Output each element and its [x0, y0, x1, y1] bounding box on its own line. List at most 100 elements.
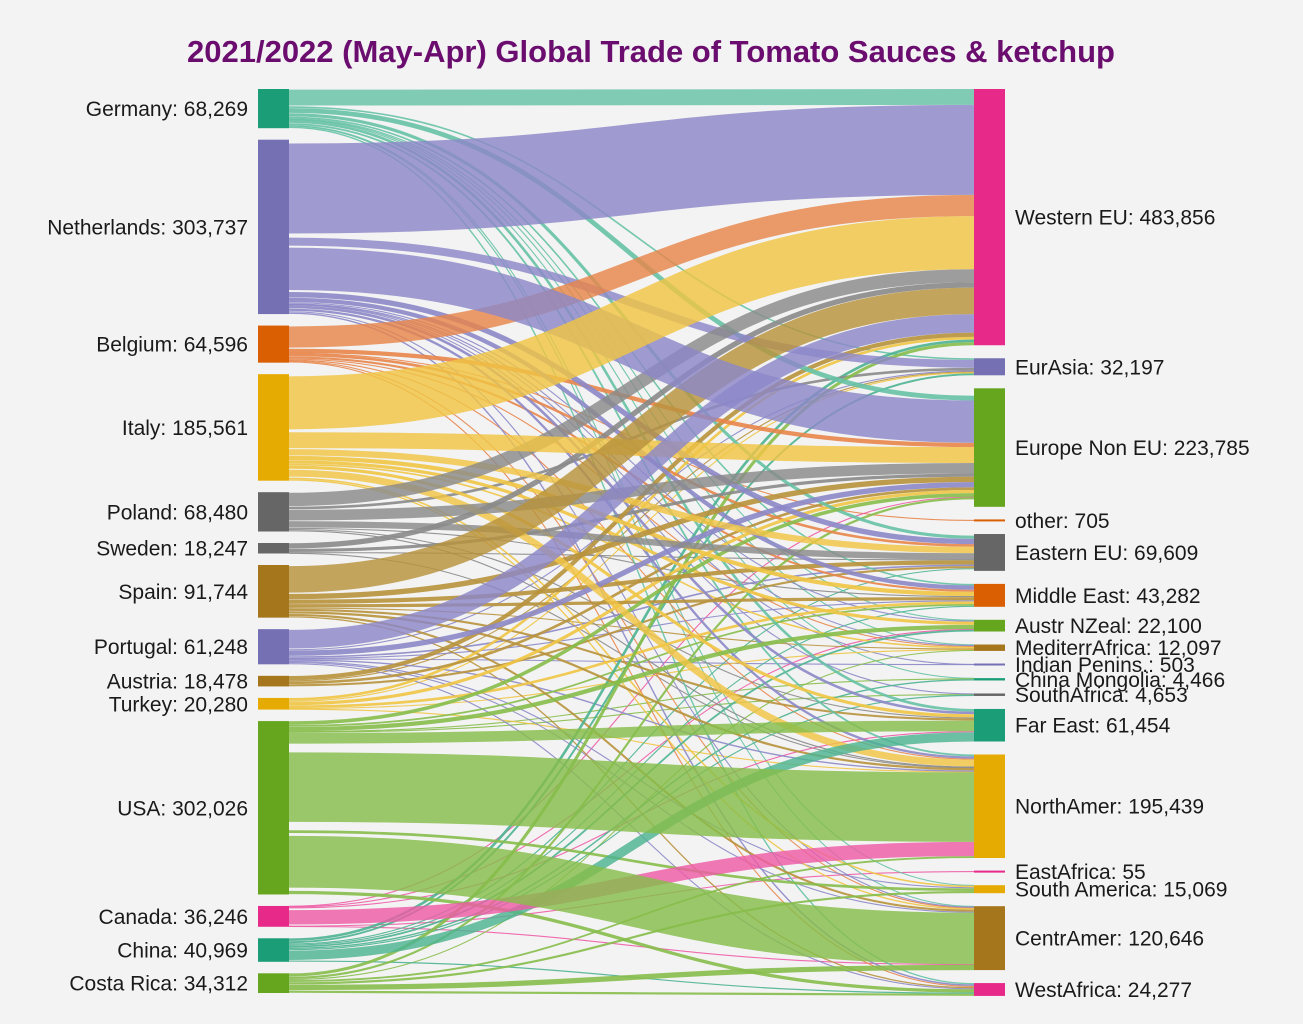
target-label-indian-penins: Indian Penins.: 503	[1015, 654, 1195, 677]
flow-belgium-to-europe-non-eu	[288, 348, 975, 448]
target-label-austr-nzeal: Austr NZeal: 22,100	[1015, 615, 1202, 638]
flow-usa-to-austr-nzeal	[288, 624, 975, 732]
source-label-usa: USA: 302,026	[117, 797, 248, 820]
flow-italy-to-mediterrafrica	[288, 463, 975, 649]
flow-usa-to-china-mongolia	[288, 678, 975, 733]
source-node-italy	[258, 374, 289, 481]
target-label-eurasia: EurAsia: 32,197	[1015, 356, 1164, 379]
flow-portugal-to-western-eu	[288, 314, 975, 649]
target-node-eastern-eu	[974, 534, 1005, 571]
flow-spain-to-western-eu	[288, 287, 975, 593]
flow-poland-to-eastern-eu	[288, 521, 975, 560]
target-node-indian-penins	[974, 663, 1005, 666]
target-label-westafrica: WestAfrica: 24,277	[1015, 979, 1192, 1002]
target-node-southafrica	[974, 693, 1005, 696]
flow-turkey-to-northamer	[288, 708, 975, 773]
target-label-eastern-eu: Eastern EU: 69,609	[1015, 542, 1198, 565]
flow-usa-to-far-east	[288, 720, 975, 744]
target-label-middle-east: Middle East: 43,282	[1015, 585, 1201, 608]
target-label-southafrica: SouthAfrica: 4,653	[1015, 684, 1188, 707]
target-node-westafrica	[974, 983, 1005, 996]
source-label-italy: Italy: 185,561	[122, 417, 248, 440]
target-node-northamer	[974, 754, 1005, 858]
source-node-china	[258, 938, 289, 962]
source-node-poland	[258, 492, 289, 532]
source-node-netherlands	[258, 139, 289, 315]
flow-costa-rica-to-westafrica	[288, 990, 975, 996]
source-node-turkey	[258, 697, 289, 710]
node-labels: Germany: 68,269 Netherlands: 303,737 Belgi…	[47, 98, 1249, 1002]
flow-poland-to-western-eu	[288, 269, 975, 506]
flow-netherlands-to-western-eu	[288, 104, 975, 234]
source-label-costa-rica: Costa Rica: 34,312	[69, 973, 248, 996]
target-node-far-east	[974, 708, 1005, 742]
target-label-china-mongolia: China Mongolia: 4,466	[1015, 669, 1225, 692]
flow-austria-to-europe-non-eu	[288, 487, 975, 685]
target-label-other: other: 705	[1015, 510, 1110, 533]
flow-italy-to-western-eu	[288, 216, 975, 430]
target-node-centramer	[974, 906, 1005, 971]
flow-portugal-to-middle-east	[288, 600, 975, 659]
flow-turkey-to-middle-east	[288, 601, 975, 709]
source-label-germany: Germany: 68,269	[86, 98, 248, 121]
flow-costa-rica-to-centramer	[288, 964, 975, 991]
flow-turkey-to-europe-non-eu	[288, 489, 975, 706]
flow-usa-to-south-america	[288, 830, 975, 891]
target-node-china-mongolia	[974, 678, 1005, 681]
flow-germany-to-europe-non-eu	[288, 108, 975, 401]
flow-usa-to-southafrica	[288, 693, 975, 733]
source-node-portugal	[258, 629, 289, 665]
target-node-europe-non-eu	[974, 388, 1005, 507]
flow-germany-to-western-eu	[288, 88, 975, 106]
target-node-eurasia	[974, 358, 1005, 376]
flow-spain-to-mediterrafrica	[288, 607, 975, 650]
target-node-western-eu	[974, 89, 1005, 346]
flow-usa-to-europe-non-eu	[288, 493, 975, 725]
flow-usa-to-westafrica	[288, 890, 975, 993]
flow-portugal-to-europe-non-eu	[288, 482, 975, 656]
flow-usa-to-centramer	[288, 835, 975, 965]
target-label-mediterrafrica: MediterrAfrica: 12,097	[1015, 637, 1222, 660]
source-node-spain	[258, 564, 289, 618]
flow-italy-to-centramer	[288, 479, 975, 910]
source-label-poland: Poland: 68,480	[107, 501, 248, 524]
source-label-turkey: Turkey: 20,280	[109, 693, 248, 716]
target-label-south-america: South America: 15,069	[1015, 879, 1227, 902]
source-node-usa	[258, 721, 289, 895]
source-label-sweden: Sweden: 18,247	[96, 538, 248, 561]
source-label-portugal: Portugal: 61,248	[94, 636, 248, 659]
source-label-belgium: Belgium: 64,596	[96, 334, 248, 357]
target-node-middle-east	[974, 583, 1005, 607]
source-label-netherlands: Netherlands: 303,737	[47, 216, 248, 239]
flow-italy-to-middle-east	[288, 455, 975, 597]
target-label-far-east: Far East: 61,454	[1015, 715, 1171, 738]
target-label-europe-non-eu: Europe Non EU: 223,785	[1015, 437, 1250, 460]
flow-china-to-eastern-eu	[288, 568, 975, 945]
target-node-eastafrica	[974, 870, 1005, 873]
target-node-austr-nzeal	[974, 619, 1005, 632]
target-node-mediterrafrica	[974, 644, 1005, 651]
target-label-centramer: CentrAmer: 120,646	[1015, 928, 1204, 951]
target-node-other	[974, 519, 1005, 522]
source-node-belgium	[258, 325, 289, 363]
flow-spain-to-eastern-eu	[288, 560, 975, 604]
flow-netherlands-to-eastern-eu	[288, 292, 975, 545]
chart-title: 2021/2022 (May-Apr) Global Trade of Toma…	[187, 34, 1115, 69]
target-label-northamer: NorthAmer: 195,439	[1015, 796, 1204, 819]
flow-poland-to-far-east	[288, 528, 975, 719]
flow-links	[288, 88, 975, 996]
flow-belgium-to-western-eu	[288, 194, 975, 348]
flow-italy-to-south-america	[288, 477, 975, 888]
target-label-western-eu: Western EU: 483,856	[1015, 207, 1215, 230]
flow-china-to-far-east	[288, 732, 975, 960]
source-node-austria	[258, 675, 289, 687]
source-label-spain: Spain: 91,744	[118, 581, 248, 604]
source-label-canada: Canada: 36,246	[99, 906, 248, 929]
flow-usa-to-northamer	[288, 752, 975, 842]
target-node-south-america	[974, 885, 1005, 894]
flow-portugal-to-northamer	[288, 659, 975, 772]
source-node-germany	[258, 89, 289, 129]
flow-sweden-to-europe-non-eu	[288, 473, 975, 553]
source-node-costa-rica	[258, 973, 289, 993]
